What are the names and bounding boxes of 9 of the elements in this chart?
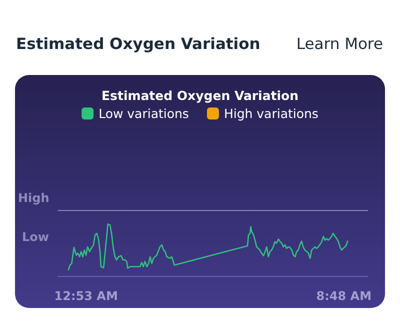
chart-title: Estimated Oxygen Variation xyxy=(101,88,299,103)
text: Low xyxy=(22,230,49,244)
text: Estimated Oxygen Variation xyxy=(16,35,260,53)
ref-line-label: High xyxy=(18,191,50,205)
text: Learn More xyxy=(296,35,384,53)
legend-label: High variations xyxy=(224,106,318,121)
x-tick-label: 12:53 AM xyxy=(54,289,118,303)
x-tick-label: 8:48 AM xyxy=(316,289,372,303)
legend-label: Low variations xyxy=(98,106,189,121)
